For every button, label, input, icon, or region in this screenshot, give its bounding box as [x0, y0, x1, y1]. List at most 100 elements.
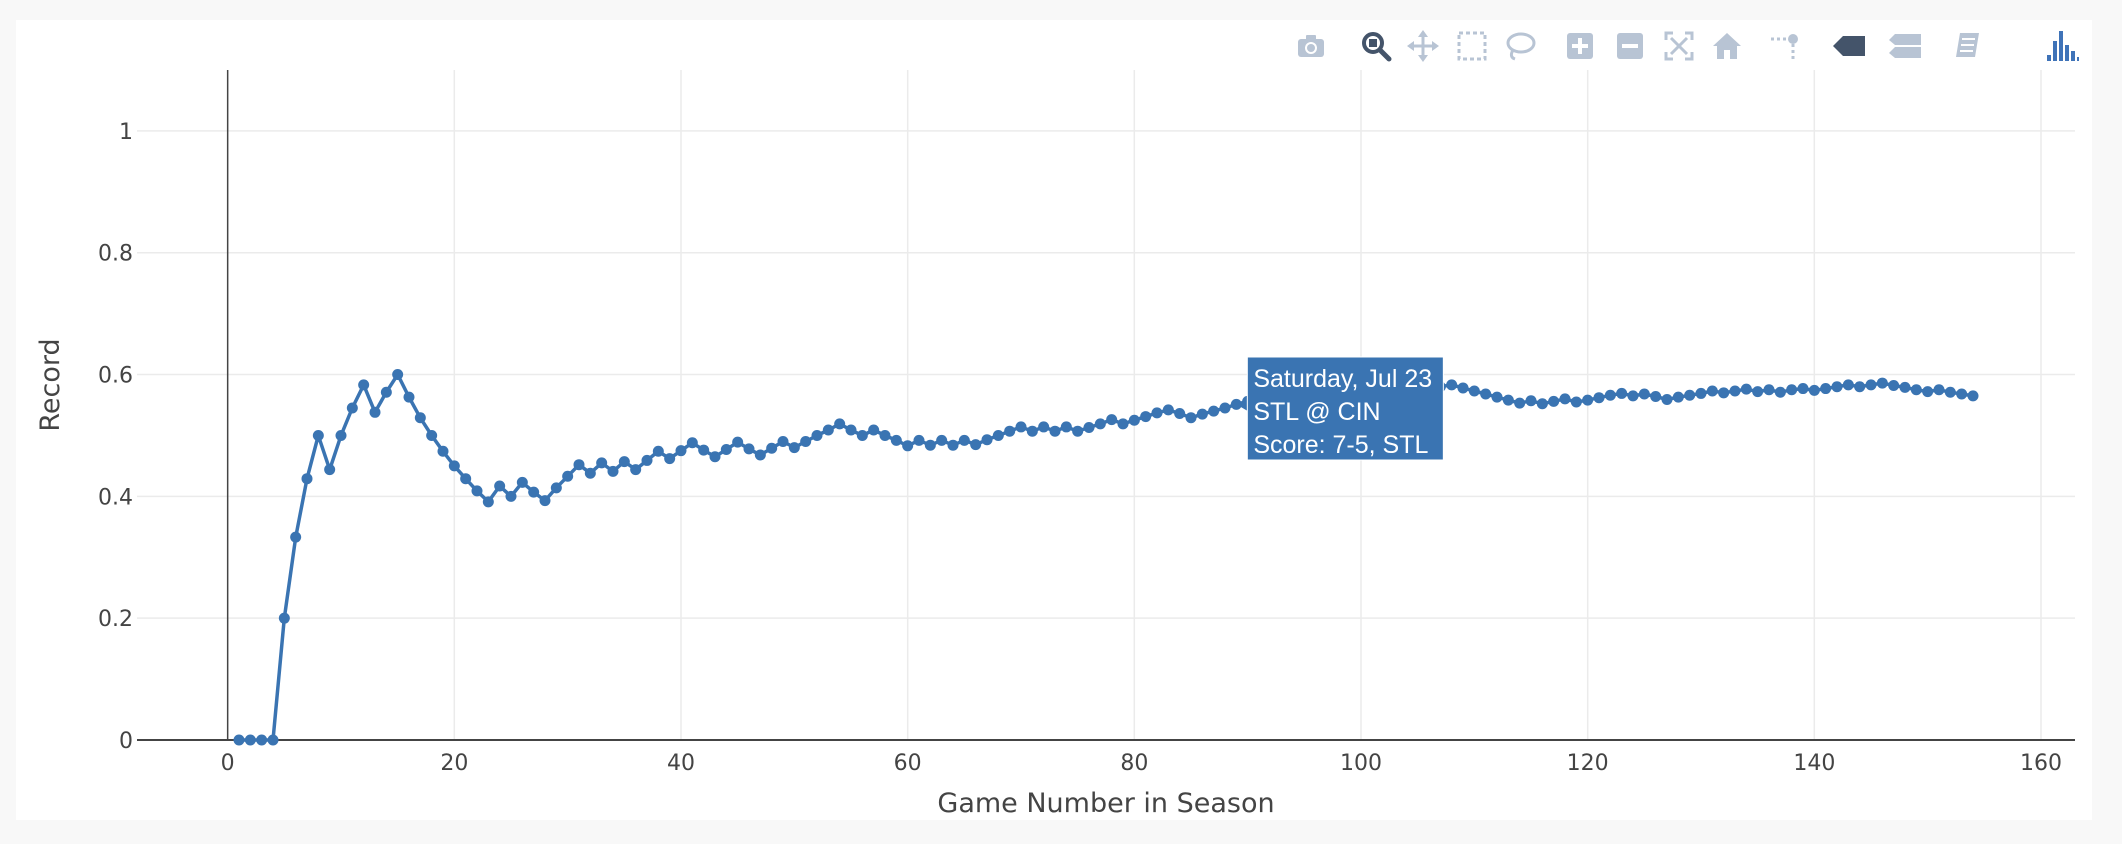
data-point[interactable]: [879, 429, 891, 441]
data-point[interactable]: [618, 456, 630, 468]
data-point[interactable]: [675, 445, 687, 457]
data-point[interactable]: [1786, 384, 1798, 396]
data-point[interactable]: [1888, 380, 1900, 392]
data-point[interactable]: [1650, 390, 1662, 402]
data-point[interactable]: [1559, 393, 1571, 405]
autoscale-button[interactable]: [1660, 27, 1698, 65]
data-point[interactable]: [1797, 383, 1809, 395]
data-point[interactable]: [1468, 385, 1480, 397]
data-point[interactable]: [1842, 379, 1854, 391]
data-point[interactable]: [868, 424, 880, 436]
data-point[interactable]: [346, 402, 358, 414]
data-point[interactable]: [664, 453, 676, 465]
data-point[interactable]: [1004, 425, 1016, 437]
data-point[interactable]: [1718, 387, 1730, 399]
data-point[interactable]: [1627, 390, 1639, 402]
data-point[interactable]: [312, 429, 324, 441]
data-point[interactable]: [414, 412, 426, 424]
data-point[interactable]: [754, 449, 766, 461]
data-point[interactable]: [244, 734, 256, 746]
data-point[interactable]: [1525, 395, 1537, 407]
data-point[interactable]: [482, 496, 494, 508]
zoom-button[interactable]: [1357, 27, 1395, 65]
data-point[interactable]: [1219, 402, 1231, 414]
data-point[interactable]: [743, 443, 755, 455]
data-point[interactable]: [1151, 407, 1163, 419]
data-point[interactable]: [1094, 418, 1106, 430]
data-point[interactable]: [732, 436, 744, 448]
data-point[interactable]: [1706, 385, 1718, 397]
data-point[interactable]: [913, 434, 925, 446]
data-point[interactable]: [1015, 421, 1027, 433]
data-point[interactable]: [550, 482, 562, 494]
data-point[interactable]: [301, 473, 313, 485]
data-point[interactable]: [584, 467, 596, 479]
data-point[interactable]: [958, 434, 970, 446]
data-point[interactable]: [822, 424, 834, 436]
data-point[interactable]: [1740, 383, 1752, 395]
data-point[interactable]: [1208, 405, 1220, 417]
data-point[interactable]: [1083, 422, 1095, 434]
data-point[interactable]: [641, 454, 653, 466]
camera-button[interactable]: [1292, 27, 1330, 65]
data-point[interactable]: [1570, 396, 1582, 408]
data-point[interactable]: [1933, 384, 1945, 396]
data-point[interactable]: [1026, 425, 1038, 437]
data-point[interactable]: [1536, 398, 1548, 410]
data-point[interactable]: [970, 439, 982, 451]
data-point[interactable]: [1162, 404, 1174, 416]
data-point[interactable]: [811, 429, 823, 441]
data-point[interactable]: [1514, 397, 1526, 409]
data-point[interactable]: [1582, 394, 1594, 406]
data-point[interactable]: [1661, 394, 1673, 406]
box-select-button[interactable]: [1453, 27, 1491, 65]
data-point[interactable]: [233, 734, 245, 746]
data-point[interactable]: [890, 434, 902, 446]
data-point[interactable]: [1491, 391, 1503, 403]
data-point[interactable]: [936, 434, 948, 446]
data-point[interactable]: [267, 734, 279, 746]
data-point[interactable]: [369, 406, 381, 418]
data-point[interactable]: [1185, 412, 1197, 424]
data-point[interactable]: [1593, 392, 1605, 404]
data-point[interactable]: [539, 495, 551, 507]
data-point[interactable]: [1752, 386, 1764, 398]
reset-axes-button[interactable]: [1708, 27, 1746, 65]
data-point[interactable]: [1117, 418, 1129, 430]
data-point[interactable]: [1774, 386, 1786, 398]
data-point[interactable]: [1808, 384, 1820, 396]
data-point[interactable]: [856, 429, 868, 441]
data-point[interactable]: [709, 451, 721, 463]
data-point[interactable]: [1831, 381, 1843, 393]
compare-data-button[interactable]: [1885, 27, 1923, 65]
data-point[interactable]: [1446, 379, 1458, 391]
data-point[interactable]: [1174, 408, 1186, 420]
show-closest-data-button[interactable]: [1829, 27, 1867, 65]
edit-chart-button[interactable]: [1949, 27, 1987, 65]
data-point[interactable]: [1695, 387, 1707, 399]
data-point[interactable]: [1820, 383, 1832, 395]
data-point[interactable]: [573, 459, 585, 471]
data-point[interactable]: [1684, 389, 1696, 401]
data-point[interactable]: [392, 369, 404, 381]
pan-button[interactable]: [1404, 27, 1442, 65]
zoom-in-button[interactable]: [1561, 27, 1599, 65]
data-point[interactable]: [335, 429, 347, 441]
data-point[interactable]: [686, 437, 698, 449]
data-point[interactable]: [947, 439, 959, 451]
data-point[interactable]: [1910, 384, 1922, 396]
data-point[interactable]: [1480, 388, 1492, 400]
data-point[interactable]: [1876, 377, 1888, 389]
data-point[interactable]: [426, 429, 438, 441]
data-point[interactable]: [290, 531, 302, 543]
data-point[interactable]: [278, 612, 290, 624]
data-point[interactable]: [834, 418, 846, 430]
data-point[interactable]: [403, 391, 415, 403]
zoom-out-button[interactable]: [1611, 27, 1649, 65]
data-point[interactable]: [562, 470, 574, 482]
data-point[interactable]: [1616, 387, 1628, 399]
data-point[interactable]: [698, 444, 710, 456]
data-point[interactable]: [788, 442, 800, 454]
data-point[interactable]: [1956, 388, 1968, 400]
